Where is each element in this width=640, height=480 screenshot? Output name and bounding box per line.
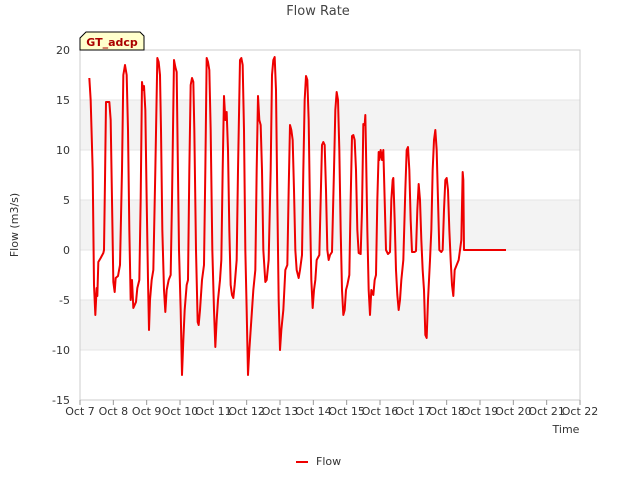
x-tick-label: Oct 14 <box>295 405 332 418</box>
plot-band-0 <box>80 300 580 350</box>
legend: Flow <box>296 455 341 468</box>
series-layer <box>88 56 506 376</box>
x-tick-label: Oct 22 <box>562 405 599 418</box>
x-tick-label: Oct 17 <box>395 405 432 418</box>
y-tick-label: 20 <box>56 44 70 57</box>
x-tick-label: Oct 11 <box>195 405 232 418</box>
x-tick-label: Oct 20 <box>495 405 532 418</box>
site-badge-label: GT_adcp <box>86 36 138 49</box>
x-tick-label: Oct 13 <box>262 405 299 418</box>
y-tick-label: -5 <box>59 294 70 307</box>
site-badge-box <box>79 31 145 51</box>
x-axis-title: Time <box>552 423 580 436</box>
x-tick-label: Oct 9 <box>132 405 162 418</box>
y-tick-label: 10 <box>56 144 70 157</box>
y-tick-label: 5 <box>63 194 70 207</box>
series-line-flow <box>88 56 506 376</box>
plot-bands <box>80 100 580 350</box>
plot-band-2 <box>80 100 580 150</box>
plot-frame <box>79 49 581 401</box>
y-tick-label: -10 <box>52 344 70 357</box>
x-tick-label: Oct 15 <box>328 405 365 418</box>
x-tick-label: Oct 8 <box>99 405 129 418</box>
legend-label-flow: Flow <box>316 455 341 468</box>
x-tick-label: Oct 16 <box>362 405 399 418</box>
x-tick-label: Oct 7 <box>65 405 95 418</box>
chart-title: Flow Rate <box>286 4 350 19</box>
x-tick-label: Oct 19 <box>462 405 499 418</box>
site-badge: GT_adcp <box>79 31 145 51</box>
x-tick-label: Oct 21 <box>528 405 565 418</box>
x-tick-label: Oct 18 <box>428 405 465 418</box>
y-tick-label: 15 <box>56 94 70 107</box>
y-axis-ticks: -15 -10 -5 0 5 10 15 20 <box>52 44 70 407</box>
y-axis-title: Flow (m3/s) <box>8 193 21 257</box>
y-tick-label: 0 <box>63 244 70 257</box>
x-tick-label: Oct 10 <box>162 405 199 418</box>
x-tick-label: Oct 12 <box>228 405 265 418</box>
y-tick-label: -15 <box>52 394 70 407</box>
